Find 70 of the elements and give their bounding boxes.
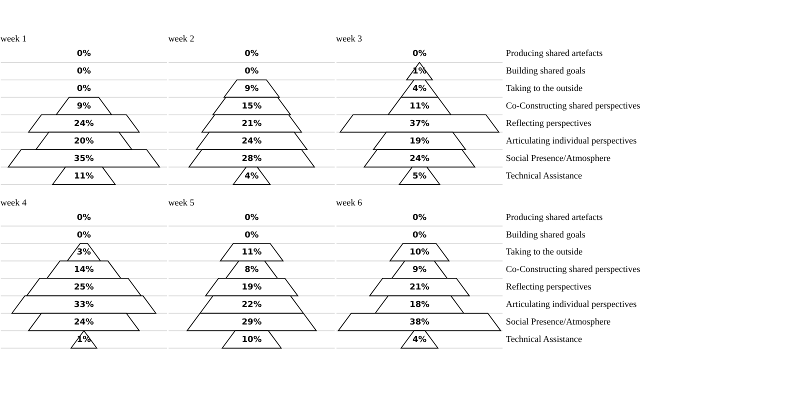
category-label: Technical Assistance bbox=[506, 334, 582, 344]
data-label: 0% bbox=[412, 48, 428, 58]
category-label: Building shared goals bbox=[506, 66, 586, 76]
data-label: 14% bbox=[74, 264, 95, 274]
data-label: 24% bbox=[242, 135, 262, 146]
data-label: 0% bbox=[76, 48, 92, 58]
data-label: 3% bbox=[76, 246, 92, 257]
category-label: Social Presence/Atmosphere bbox=[506, 316, 611, 326]
data-label: 0% bbox=[412, 212, 428, 222]
data-label: 0% bbox=[412, 229, 428, 240]
data-label: 9% bbox=[412, 264, 428, 274]
data-label: 1% bbox=[76, 334, 92, 344]
data-label: 28% bbox=[242, 152, 262, 163]
data-label: 35% bbox=[74, 152, 95, 163]
data-label: 0% bbox=[76, 83, 92, 94]
category-label: Articulating individual perspectives bbox=[506, 299, 638, 310]
data-label: 37% bbox=[410, 118, 430, 128]
category-label: Taking to the outside bbox=[506, 83, 583, 94]
text: week 3 bbox=[336, 34, 363, 44]
data-label: 8% bbox=[244, 264, 260, 274]
data-label: 1% bbox=[412, 66, 428, 76]
data-label: 29% bbox=[242, 316, 262, 326]
data-label: 4% bbox=[412, 83, 428, 94]
data-label: 38% bbox=[410, 316, 430, 326]
data-label: 19% bbox=[242, 282, 262, 292]
data-label: 24% bbox=[74, 316, 95, 326]
data-label: 18% bbox=[410, 299, 430, 310]
data-label: 9% bbox=[76, 100, 92, 111]
category-label: Articulating individual perspectives bbox=[506, 135, 638, 146]
data-label: 4% bbox=[412, 334, 428, 344]
category-label: Building shared goals bbox=[506, 229, 586, 240]
data-label: 0% bbox=[244, 229, 260, 240]
data-label: 15% bbox=[242, 100, 262, 111]
data-label: 0% bbox=[76, 229, 92, 240]
category-label: Taking to the outside bbox=[506, 246, 583, 257]
category-label: Social Presence/Atmosphere bbox=[506, 152, 611, 163]
text: week 2 bbox=[168, 34, 195, 44]
text: week 4 bbox=[0, 197, 27, 208]
data-label: 11% bbox=[242, 246, 262, 257]
data-label: 9% bbox=[244, 83, 260, 94]
data-label: 22% bbox=[242, 299, 262, 310]
data-label: 21% bbox=[242, 118, 262, 128]
text: week 6 bbox=[336, 197, 363, 208]
category-label: Co-Constructing shared perspectives bbox=[506, 264, 641, 274]
category-label: Technical Assistance bbox=[506, 170, 582, 180]
data-label: 5% bbox=[412, 170, 428, 180]
data-label: 11% bbox=[410, 100, 430, 111]
data-label: 0% bbox=[244, 66, 260, 76]
data-label: 0% bbox=[76, 212, 92, 222]
data-label: 11% bbox=[74, 170, 95, 180]
data-label: 33% bbox=[74, 299, 95, 310]
data-label: 24% bbox=[74, 118, 95, 128]
category-label: Reflecting perspectives bbox=[506, 118, 592, 128]
data-label: 10% bbox=[410, 246, 430, 257]
data-label: 21% bbox=[410, 282, 430, 292]
data-label: 25% bbox=[74, 282, 95, 292]
data-label: 0% bbox=[244, 48, 260, 58]
data-label: 0% bbox=[244, 212, 260, 222]
data-label: 0% bbox=[76, 66, 92, 76]
data-label: 24% bbox=[410, 152, 430, 163]
category-label: Producing shared artefacts bbox=[506, 48, 604, 58]
category-label: Producing shared artefacts bbox=[506, 212, 604, 222]
text: week 1 bbox=[0, 34, 27, 44]
data-label: 20% bbox=[74, 135, 95, 146]
category-label: Reflecting perspectives bbox=[506, 282, 592, 292]
category-label: Co-Constructing shared perspectives bbox=[506, 100, 641, 111]
data-label: 4% bbox=[244, 170, 260, 180]
data-label: 19% bbox=[410, 135, 430, 146]
text: week 5 bbox=[168, 197, 195, 208]
data-label: 10% bbox=[242, 334, 262, 344]
